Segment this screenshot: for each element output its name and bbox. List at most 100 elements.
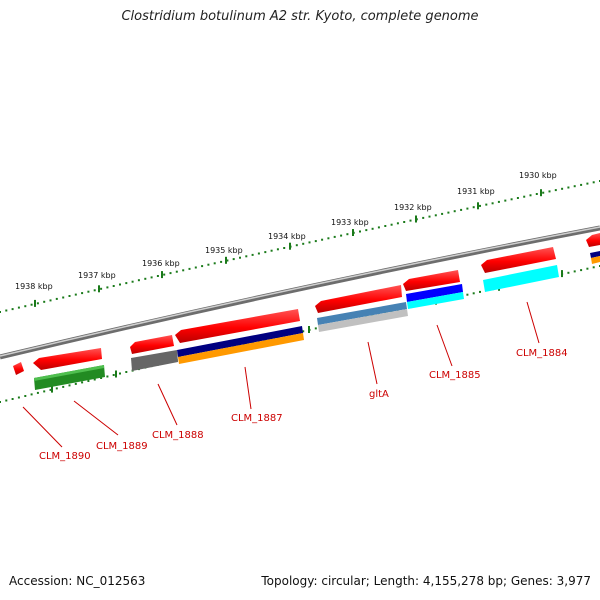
gene-label-1888[interactable]: CLM_1888 [152,430,204,441]
minor-tick-outer [453,210,456,213]
minor-tick-outer [220,260,223,263]
gene-arrow-1884[interactable] [481,247,556,273]
minor-tick-outer [485,203,488,206]
minor-tick-inner [43,390,46,393]
tick-label-1931: 1931 kbp [457,187,495,196]
minor-tick-outer [112,285,115,287]
minor-tick-outer [428,215,431,218]
track-blue [406,284,463,302]
minor-tick-outer [377,226,380,229]
minor-tick-outer [74,293,77,296]
map-title: Clostridium botulinum A2 str. Kyoto, com… [121,9,479,24]
gene-label-1884[interactable]: CLM_1884 [516,348,568,359]
accession-label: Accession: NC_012563 [9,574,146,588]
minor-tick-outer [137,279,140,282]
minor-tick-outer [55,297,58,300]
minor-tick-inner [55,387,58,390]
gene-arrow-1890[interactable] [13,362,24,375]
minor-tick-outer [201,265,204,268]
minor-tick-outer [422,216,425,219]
minor-tick-outer [257,252,260,255]
gene-arrow-1885[interactable] [403,270,460,291]
gene-label-gltA[interactable]: gltA [369,389,389,400]
minor-tick-outer [295,244,298,247]
minor-tick-outer [371,227,374,230]
minor-tick-outer [194,266,197,269]
gene-label-1887[interactable]: CLM_1887 [231,413,283,424]
minor-tick-outer [0,311,1,313]
minor-tick-outer [24,305,27,308]
major-tick-inner [561,270,563,278]
minor-tick-inner [472,292,475,295]
gene-label-1889[interactable]: CLM_1889 [96,441,148,452]
minor-tick-outer [239,256,241,259]
track-orange [178,333,304,364]
minor-tick-outer [119,283,121,286]
minor-tick-outer [163,273,166,276]
minor-tick-outer [466,207,469,210]
minor-tick-outer [333,235,336,238]
minor-tick-outer [346,233,349,236]
minor-tick-outer [17,306,20,309]
gene-arrow-1888[interactable] [130,335,174,354]
minor-tick-inner [106,375,109,378]
minor-tick-outer [245,255,248,258]
gene-label-1890[interactable]: CLM_1890 [39,451,91,462]
minor-tick-inner [17,396,20,399]
minor-tick-inner [30,393,33,396]
minor-tick-outer [81,292,84,295]
minor-tick-outer [156,275,159,277]
tick-label-1935: 1935 kbp [205,246,243,255]
major-tick-outer [161,271,163,279]
minor-tick-inner [100,377,103,379]
gene-arrow-1889[interactable] [33,348,102,370]
minor-tick-inner [24,395,27,397]
minor-tick-outer [510,198,513,201]
minor-tick-outer [188,267,191,270]
minor-tick-outer [567,186,570,189]
minor-tick-outer [308,241,311,244]
minor-tick-outer [409,219,412,222]
minor-tick-inner [87,380,90,382]
minor-tick-outer [472,206,475,209]
gene-arrow-edge[interactable] [586,233,600,247]
minor-tick-inner [479,290,481,293]
minor-tick-outer [479,204,481,207]
minor-tick-outer [491,202,494,205]
minor-tick-inner [592,266,595,269]
minor-tick-outer [264,251,267,254]
minor-tick-outer [175,270,178,273]
minor-tick-inner [0,401,1,403]
gene-label-1885[interactable]: CLM_1885 [429,370,481,381]
minor-tick-inner [36,391,39,394]
minor-tick-inner [302,330,305,333]
tick-label-1936: 1936 kbp [142,259,180,268]
label-leaders [22,301,540,448]
track-navy-edge [590,251,600,258]
minor-tick-inner [125,371,128,373]
minor-tick-outer [87,290,90,293]
minor-tick-outer [36,302,39,305]
minor-tick-inner [62,385,65,388]
minor-tick-outer [327,237,330,240]
gene-arrow-1887[interactable] [175,309,300,343]
minor-tick-inner [74,382,77,385]
minor-tick-outer [302,242,305,245]
minor-tick-outer [580,183,583,186]
tick-label-1932: 1932 kbp [394,203,432,212]
minor-tick-outer [106,286,109,289]
minor-tick-inner [567,271,570,274]
minor-tick-outer [447,211,450,214]
minor-tick-outer [131,280,134,283]
major-tick-outer [540,189,542,197]
minor-tick-inner [314,327,317,330]
minor-tick-outer [270,249,273,252]
minor-tick-outer [207,263,210,266]
minor-tick-outer [251,253,254,256]
minor-tick-outer [523,195,526,198]
gene-arrow-gltA[interactable] [315,285,402,313]
minor-tick-outer [396,222,399,225]
minor-tick-inner [466,293,469,296]
minor-tick-outer [100,287,103,290]
track-gray [131,350,178,371]
